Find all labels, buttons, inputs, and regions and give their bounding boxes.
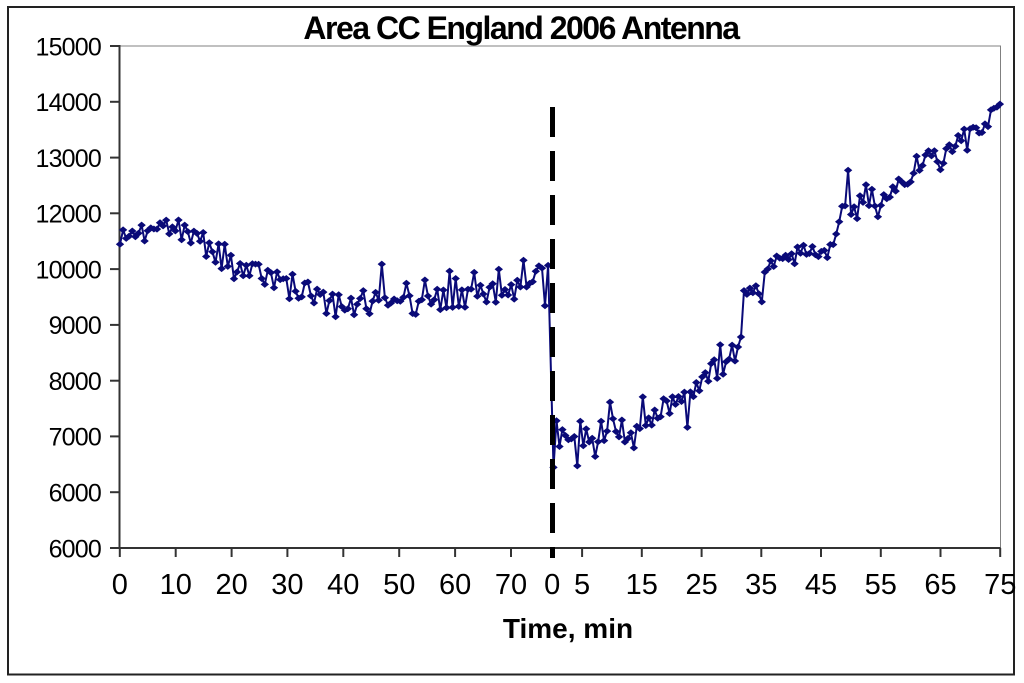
svg-text:14000: 14000 [35,89,101,117]
svg-text:15000: 15000 [35,33,101,61]
svg-text:10000: 10000 [35,256,101,284]
svg-text:7000: 7000 [49,424,101,452]
svg-text:0: 0 [544,569,560,601]
svg-text:10: 10 [160,569,192,601]
svg-text:13000: 13000 [35,145,101,173]
svg-text:30: 30 [271,569,303,601]
svg-text:6000: 6000 [49,480,101,508]
svg-text:9000: 9000 [49,312,101,340]
svg-text:5: 5 [574,569,590,601]
svg-text:15: 15 [626,569,658,601]
svg-text:45: 45 [805,569,837,601]
svg-text:40: 40 [327,569,359,601]
svg-text:50: 50 [383,569,415,601]
svg-text:12000: 12000 [35,201,101,229]
svg-text:65: 65 [924,569,956,601]
svg-text:8000: 8000 [49,368,101,396]
svg-text:20: 20 [215,569,247,601]
svg-text:Time, min: Time, min [503,613,633,644]
svg-text:25: 25 [685,569,717,601]
svg-text:35: 35 [745,569,777,601]
svg-text:6000: 6000 [49,535,101,563]
svg-text:75: 75 [984,569,1016,601]
svg-text:60: 60 [439,569,471,601]
svg-text:70: 70 [495,569,527,601]
svg-text:55: 55 [865,569,897,601]
svg-text:Area CC England 2006 Antenna: Area CC England 2006 Antenna [303,10,740,46]
svg-text:0: 0 [112,569,128,601]
